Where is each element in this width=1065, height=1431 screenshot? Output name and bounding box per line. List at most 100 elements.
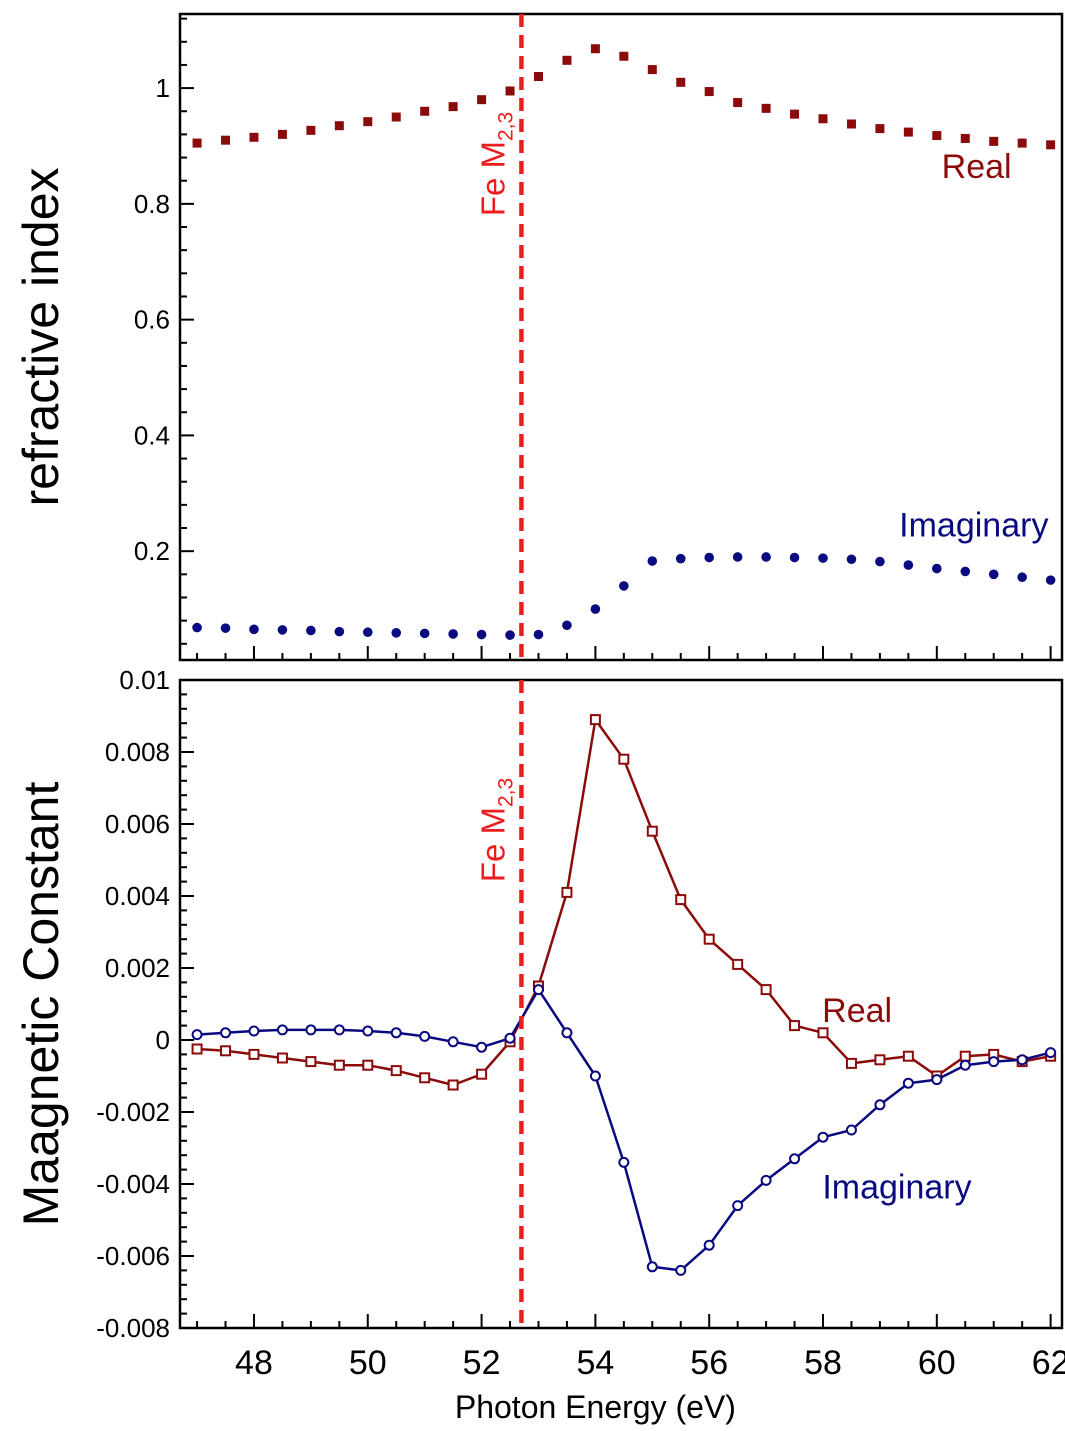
plot-frame [180, 14, 1062, 660]
data-point [647, 556, 657, 566]
y-tick-label: -0.004 [96, 1169, 170, 1199]
data-point [847, 554, 857, 564]
data-point [648, 827, 657, 836]
data-point [790, 110, 799, 119]
data-point [477, 1043, 486, 1052]
data-point [648, 1262, 657, 1271]
x-axis-label: Photon Energy (eV) [455, 1389, 736, 1425]
data-point [904, 1052, 913, 1061]
y-tick-label: 0.6 [134, 305, 170, 335]
y-tick-label: 0.2 [134, 536, 170, 566]
data-point [619, 581, 629, 591]
data-point [306, 126, 315, 135]
data-point [619, 1158, 628, 1167]
data-point [733, 98, 742, 107]
x-tick-label: 50 [349, 1344, 387, 1382]
data-point [449, 1081, 458, 1090]
data-point [505, 630, 515, 640]
data-point [363, 1061, 372, 1070]
data-point [420, 629, 430, 639]
data-point [278, 130, 287, 139]
edge-marker-label-sub: 2,3 [494, 778, 517, 807]
data-point [762, 104, 771, 113]
data-point [420, 1073, 429, 1082]
edge-marker-label-main: Fe M [474, 807, 511, 882]
data-point [733, 1201, 742, 1210]
y-tick-label: 0.004 [105, 881, 170, 911]
edge-marker-label-sub: 2,3 [494, 112, 517, 141]
data-point [1018, 139, 1027, 148]
data-point [818, 553, 828, 563]
data-point [193, 139, 202, 148]
series-annotation: Imaginary [822, 1168, 971, 1206]
data-point [562, 1028, 571, 1037]
data-point [591, 715, 600, 724]
data-point [392, 113, 401, 122]
data-point [221, 1046, 230, 1055]
data-point [363, 627, 373, 637]
data-point [335, 1061, 344, 1070]
data-point [392, 1028, 401, 1037]
data-point [363, 1027, 372, 1036]
x-tick-label: 48 [235, 1344, 273, 1382]
data-point [904, 128, 913, 137]
data-point [392, 1066, 401, 1075]
data-point [989, 1057, 998, 1066]
x-tick-label: 56 [690, 1344, 728, 1382]
data-point [762, 985, 771, 994]
data-point [619, 755, 628, 764]
plot-frame [180, 680, 1062, 1328]
data-point [278, 1025, 287, 1034]
y-tick-label: 0.006 [105, 809, 170, 839]
data-point [705, 935, 714, 944]
data-point [875, 1055, 884, 1064]
data-point [819, 114, 828, 123]
data-point [249, 625, 259, 635]
data-point [249, 1050, 258, 1059]
data-point [335, 1025, 344, 1034]
edge-marker-label: Fe M2,3 [474, 778, 517, 882]
data-point [221, 623, 231, 633]
data-point [676, 1266, 685, 1275]
data-point [306, 626, 316, 636]
data-point [676, 554, 686, 564]
data-point [506, 1034, 515, 1043]
series-annotation: Real [942, 148, 1012, 186]
data-point [648, 65, 657, 74]
series-real [193, 44, 1056, 149]
data-point [875, 1100, 884, 1109]
data-point [449, 102, 458, 111]
data-point [932, 131, 941, 140]
data-point [278, 625, 288, 635]
series-imaginary [192, 552, 1055, 640]
data-point [932, 1075, 941, 1084]
data-point [477, 95, 486, 104]
data-point [335, 121, 344, 130]
data-point [961, 134, 970, 143]
data-point [477, 1070, 486, 1079]
data-point [847, 1059, 856, 1068]
data-point [1018, 1055, 1027, 1064]
data-point [762, 1176, 771, 1185]
y-tick-label: 0.8 [134, 189, 170, 219]
data-point [193, 1045, 202, 1054]
data-point [705, 1241, 714, 1250]
y-tick-label: -0.008 [96, 1313, 170, 1343]
data-point [591, 604, 601, 614]
data-point [591, 1072, 600, 1081]
data-point [904, 560, 914, 570]
series-line [197, 990, 1051, 1271]
panel-1: 0.2 0.4 0.6 0.8 1 refractive index Real Imagina… [13, 14, 1062, 660]
data-point [875, 124, 884, 133]
data-point [306, 1057, 315, 1066]
data-point [1046, 1048, 1055, 1057]
data-point [790, 1021, 799, 1030]
data-point [562, 888, 571, 897]
data-point [221, 1028, 230, 1037]
series-real [193, 715, 1056, 1089]
data-point [1046, 140, 1055, 149]
panel-2: -0.008 -0.006 -0.004 -0.002 0 0.002 0.004 0.006… [13, 665, 1062, 1343]
x-tick-label: 60 [918, 1344, 956, 1382]
